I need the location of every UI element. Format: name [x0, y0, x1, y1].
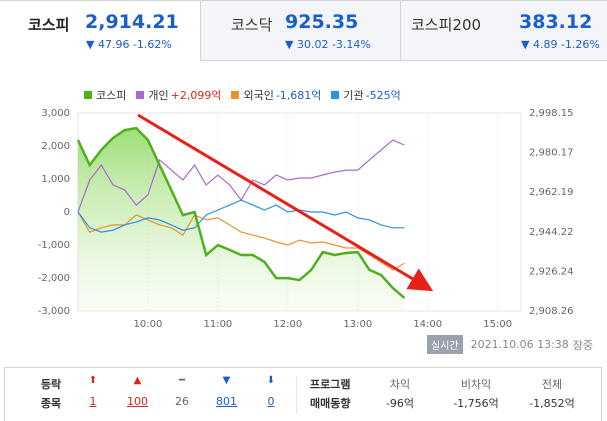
market-state: 장중 — [572, 338, 594, 352]
legend-label: 코스피 — [96, 89, 127, 102]
breadth-count[interactable]: 1 — [89, 395, 97, 408]
program-value: -1,756억 — [453, 397, 499, 410]
y2-tick-label: 2,998.15 — [529, 108, 574, 119]
y-tick-label: 0 — [64, 207, 70, 218]
y2-tick-label: 2,926.24 — [529, 266, 574, 277]
legend-value: -1,681억 — [275, 89, 322, 102]
series-line — [77, 199, 405, 233]
x-tick-label: 15:00 — [483, 319, 512, 330]
tab-change: ▼ 30.02 -3.14% — [285, 38, 371, 51]
legend: 코스피 개인 +2,099억 외국인 -1,681억 기관 -525억 — [84, 87, 401, 103]
tab-name: 코스닥 — [231, 16, 273, 34]
program-value: -1,852억 — [529, 397, 575, 410]
tab-change: ▼ 47.96 -1.62% — [86, 38, 172, 51]
breadth-label: 등락 — [40, 378, 62, 391]
x-tick-label: 14:00 — [413, 319, 442, 330]
program-label: 비차익 — [460, 378, 492, 391]
program-value: -96억 — [385, 397, 415, 410]
tab-name: 코스피 — [28, 16, 70, 34]
x-tick-label: 13:00 — [343, 319, 372, 330]
tab[interactable]: 코스닥 925.35 ▼ 30.02 -3.14% — [200, 0, 400, 61]
x-tick-label: 11:00 — [203, 319, 232, 330]
y-tick-label: -1,000 — [38, 240, 70, 251]
legend-item: 기관 -525억 — [331, 87, 401, 103]
y2-tick-label: 2,962.19 — [529, 187, 574, 198]
tab-value: 383.12 — [519, 11, 593, 33]
area-fill — [78, 128, 405, 311]
x-tick-label: 12:00 — [273, 319, 302, 330]
status: 실시간 2021.10.06 13:38 장중 — [427, 335, 593, 354]
legend-item: 개인 +2,099억 — [136, 87, 221, 103]
tab-active[interactable]: 코스피 2,914.21 ▼ 47.96 -1.62% — [0, 0, 200, 61]
tab-change: ▼ 4.89 -1.26% — [521, 38, 600, 51]
legend-label: 외국인 — [243, 89, 274, 102]
breadth-icon: ▼ — [222, 375, 231, 386]
breadth-icon: ⬆ — [88, 375, 98, 386]
program-label: 매매동향 — [310, 397, 351, 410]
breadth-count[interactable]: 100 — [127, 395, 148, 408]
divider — [296, 376, 297, 414]
legend-value: -525억 — [365, 89, 401, 102]
program-label: 프로그램 — [310, 378, 351, 391]
chart: 10:00 11:00 12:00 13:00 14:00 15:00 3,000 2,000… — [38, 108, 574, 330]
timestamp: 2021.10.06 13:38 — [470, 338, 569, 351]
market-summary: 등락 종목 ⬆ 1 ▲ 100 ━ 26 ▼ 801 ⬇ 0 프로그램 매매동향 차익 -96억 비차… — [4, 367, 602, 421]
breadth-count[interactable]: 801 — [216, 395, 237, 408]
program-label: 차익 — [389, 378, 411, 391]
legend-label: 기관 — [343, 89, 364, 102]
y2-tick-label: 2,980.17 — [529, 148, 574, 159]
legend-swatch — [84, 91, 92, 99]
breadth-icon: ⬇ — [266, 375, 276, 386]
y-tick-label: -2,000 — [38, 273, 70, 284]
y2-tick-label: 2,944.22 — [529, 227, 574, 238]
tab-value: 2,914.21 — [85, 11, 179, 33]
breadth-label: 종목 — [40, 397, 62, 410]
y-tick-label: -3,000 — [38, 306, 70, 317]
legend-label: 개인 — [148, 89, 169, 102]
breadth-icon: ▲ — [133, 375, 142, 386]
y-tick-label: 1,000 — [41, 174, 70, 185]
y-tick-label: 2,000 — [41, 141, 70, 152]
series-line — [77, 211, 405, 271]
legend-item: 외국인 -1,681억 — [231, 87, 321, 103]
realtime-badge: 실시간 — [427, 335, 463, 354]
legend-value: +2,099억 — [170, 89, 222, 102]
program-label: 전체 — [541, 378, 563, 391]
breadth-count[interactable]: 0 — [267, 395, 275, 408]
trend-arrow — [137, 113, 434, 292]
tab-value: 925.35 — [285, 11, 359, 33]
series-line — [76, 126, 406, 299]
y2-tick-label: 2,908.26 — [529, 306, 574, 317]
tab-name: 코스피200 — [411, 16, 482, 34]
legend-swatch — [231, 91, 240, 99]
y-tick-label: 3,000 — [41, 108, 70, 119]
tab[interactable]: 코스피200 383.12 ▼ 4.89 -1.26% — [400, 0, 607, 61]
legend-item: 코스피 — [84, 87, 126, 103]
x-tick-label: 10:00 — [134, 319, 163, 330]
breadth-count: 26 — [175, 395, 189, 408]
breadth-icon: ━ — [178, 375, 186, 386]
legend-swatch — [331, 91, 340, 99]
legend-swatch — [136, 91, 145, 99]
